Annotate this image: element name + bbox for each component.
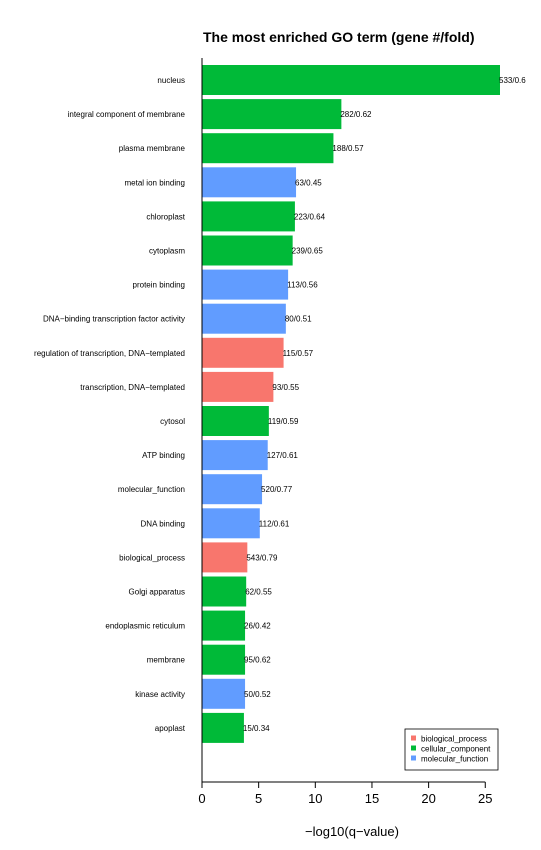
bar-value-label: 95/0.62 — [244, 656, 271, 665]
bars-group: nucleus 533/0.6 integral component of memb… — [34, 65, 526, 743]
bar-5 — [202, 235, 293, 266]
bar-7 — [202, 303, 286, 334]
category-label: Golgi apparatus — [129, 588, 185, 597]
bar-10 — [202, 406, 269, 436]
legend-label-biological_process: biological_process — [421, 735, 487, 744]
category-label: chloroplast — [146, 212, 185, 221]
bar-12 — [202, 474, 263, 505]
chart-title: The most enriched GO term (gene #/fold) — [203, 29, 474, 45]
bar-6 — [202, 269, 289, 300]
bar-value-label: 520/0.77 — [261, 485, 293, 494]
x-axis: 0 5 10 15 20 25 — [198, 58, 493, 806]
bar-value-label: 223/0.64 — [294, 212, 326, 221]
bar-3 — [202, 167, 297, 198]
bar-value-label: 239/0.65 — [292, 247, 324, 256]
bar-value-label: 543/0.79 — [246, 553, 278, 562]
category-label: cytosol — [160, 417, 185, 426]
bar-18 — [202, 678, 246, 709]
legend-swatch-cellular_component — [411, 745, 416, 751]
bar-value-label: 93/0.55 — [272, 383, 299, 392]
bar-value-label: 80/0.51 — [285, 315, 312, 324]
category-label: endoplasmic reticulum — [105, 622, 185, 631]
category-label: nucleus — [157, 76, 185, 85]
x-tick-label: 0 — [198, 791, 205, 806]
bar-value-label: 119/0.59 — [268, 417, 299, 426]
bar-value-label: 127/0.61 — [267, 451, 299, 460]
category-label: kinase activity — [135, 690, 185, 699]
category-label: apoplast — [155, 724, 186, 733]
category-label: membrane — [147, 656, 186, 665]
category-label: metal ion binding — [125, 178, 185, 187]
bar-8 — [202, 337, 284, 368]
bar-value-label: 113/0.56 — [287, 281, 318, 290]
bar-value-label: 63/0.45 — [295, 178, 322, 187]
bar-value-label: 26/0.42 — [244, 622, 271, 631]
bar-11 — [202, 440, 268, 471]
category-label: regulation of transcription, DNA−templat… — [34, 349, 185, 358]
category-label: transcription, DNA−templated — [80, 383, 185, 392]
bar-15 — [202, 576, 247, 607]
category-label: ATP binding — [142, 451, 185, 460]
legend-swatch-molecular_function — [411, 755, 416, 761]
category-label: molecular_function — [118, 485, 185, 494]
bar-value-label: 533/0.6 — [499, 76, 526, 85]
x-axis-title: −log10(q−value) — [305, 824, 399, 839]
bar-1 — [202, 99, 342, 130]
legend-label-cellular_component: cellular_component — [421, 745, 491, 754]
bar-16 — [202, 610, 246, 641]
bar-2 — [202, 133, 334, 164]
bar-13 — [202, 508, 260, 539]
bar-value-label: 112/0.61 — [259, 519, 290, 528]
category-label: DNA binding — [141, 519, 185, 528]
x-tick-label: 15 — [365, 791, 379, 806]
bar-value-label: 62/0.55 — [245, 588, 272, 597]
bar-value-label: 50/0.52 — [244, 690, 271, 699]
bar-14 — [202, 542, 248, 573]
category-label: integral component of membrane — [68, 110, 186, 119]
bar-4 — [202, 201, 295, 232]
bar-value-label: 282/0.62 — [340, 110, 372, 119]
category-label: plasma membrane — [119, 144, 186, 153]
legend-label-molecular_function: molecular_function — [421, 755, 488, 764]
bar-19 — [202, 712, 244, 743]
legend-box — [404, 728, 499, 771]
legend: biological_processcellular_componentmole… — [404, 728, 499, 771]
x-tick-label: 5 — [255, 791, 262, 806]
bar-value-label: 15/0.34 — [243, 724, 270, 733]
bar-0 — [202, 65, 500, 95]
category-label: protein binding — [133, 281, 185, 290]
category-label: biological_process — [119, 553, 185, 562]
bar-value-label: 115/0.57 — [283, 349, 314, 358]
bar-17 — [202, 644, 246, 675]
category-label: cytoplasm — [149, 247, 185, 256]
legend-swatch-biological_process — [411, 735, 416, 741]
x-tick-label: 20 — [421, 791, 435, 806]
x-tick-label: 25 — [478, 791, 492, 806]
bar-value-label: 188/0.57 — [332, 144, 364, 153]
bar-9 — [202, 371, 274, 402]
category-label: DNA−binding transcription factor activit… — [43, 315, 185, 324]
x-tick-label: 10 — [308, 791, 322, 806]
